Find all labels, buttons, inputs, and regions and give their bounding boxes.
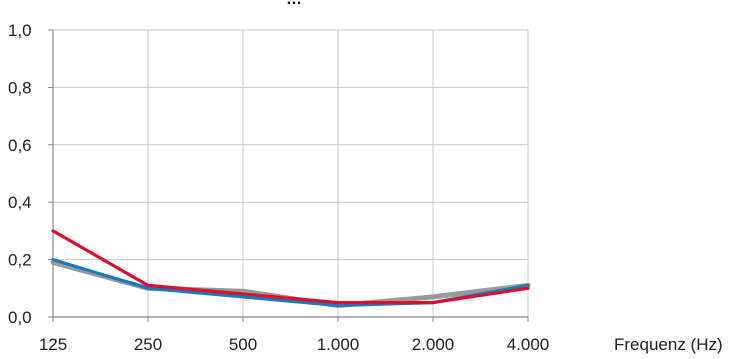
x-axis-label: Frequenz (Hz) <box>614 335 723 354</box>
x-tick-label: 500 <box>229 335 257 354</box>
x-tick-label: 1.000 <box>317 335 360 354</box>
y-tick-label: 0,8 <box>8 78 32 97</box>
x-tick-label: 2.000 <box>412 335 455 354</box>
grid <box>53 30 528 317</box>
x-tick-label: 250 <box>134 335 162 354</box>
chart-title: … <box>286 0 302 8</box>
series-lines <box>53 231 528 306</box>
x-tick-labels: 125 250 500 1.000 2.000 4.000 <box>39 335 549 354</box>
x-tick-label: 125 <box>39 335 67 354</box>
y-tick-label: 0,0 <box>8 308 32 327</box>
y-tick-label: 0,4 <box>8 193 32 212</box>
y-tick-label: 0,6 <box>8 136 32 155</box>
y-tick-label: 1,0 <box>8 21 32 40</box>
x-tick-label: 4.000 <box>507 335 550 354</box>
y-tick-label: 0,2 <box>8 251 32 270</box>
y-tick-labels: 0,0 0,2 0,4 0,6 0,8 1,0 <box>8 21 32 327</box>
